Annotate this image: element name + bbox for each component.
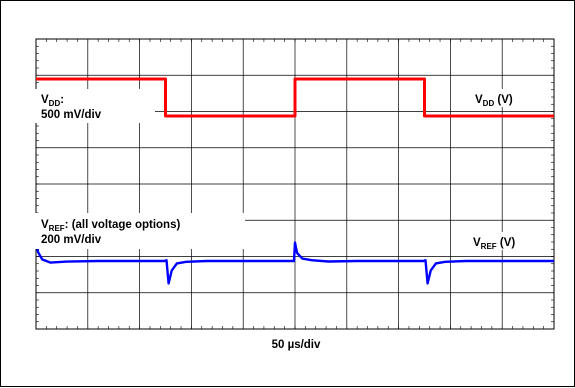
vref-scale-label: 200 mV/div xyxy=(41,234,102,246)
vdd-right-label: VDD (V) xyxy=(475,94,513,108)
vdd-label: VDD: xyxy=(41,94,64,108)
vref-trace xyxy=(34,239,554,285)
x-axis-label: 50 µs/div xyxy=(272,339,321,351)
vref-label-bg xyxy=(35,213,245,249)
vref-label: VREF: (all voltage options) xyxy=(41,219,180,233)
vdd-right-label-bg xyxy=(469,89,537,107)
vdd-scale-label: 500 mV/div xyxy=(41,109,102,121)
vref-right-label: VREF (V) xyxy=(473,237,515,251)
vref-right-label-bg xyxy=(467,232,537,250)
vdd-label-bg xyxy=(35,89,155,123)
labels: VDD: 500 mV/div VDD (V) VREF: (all volta… xyxy=(35,89,537,351)
traces xyxy=(34,77,554,285)
vdd-trace xyxy=(36,77,554,118)
